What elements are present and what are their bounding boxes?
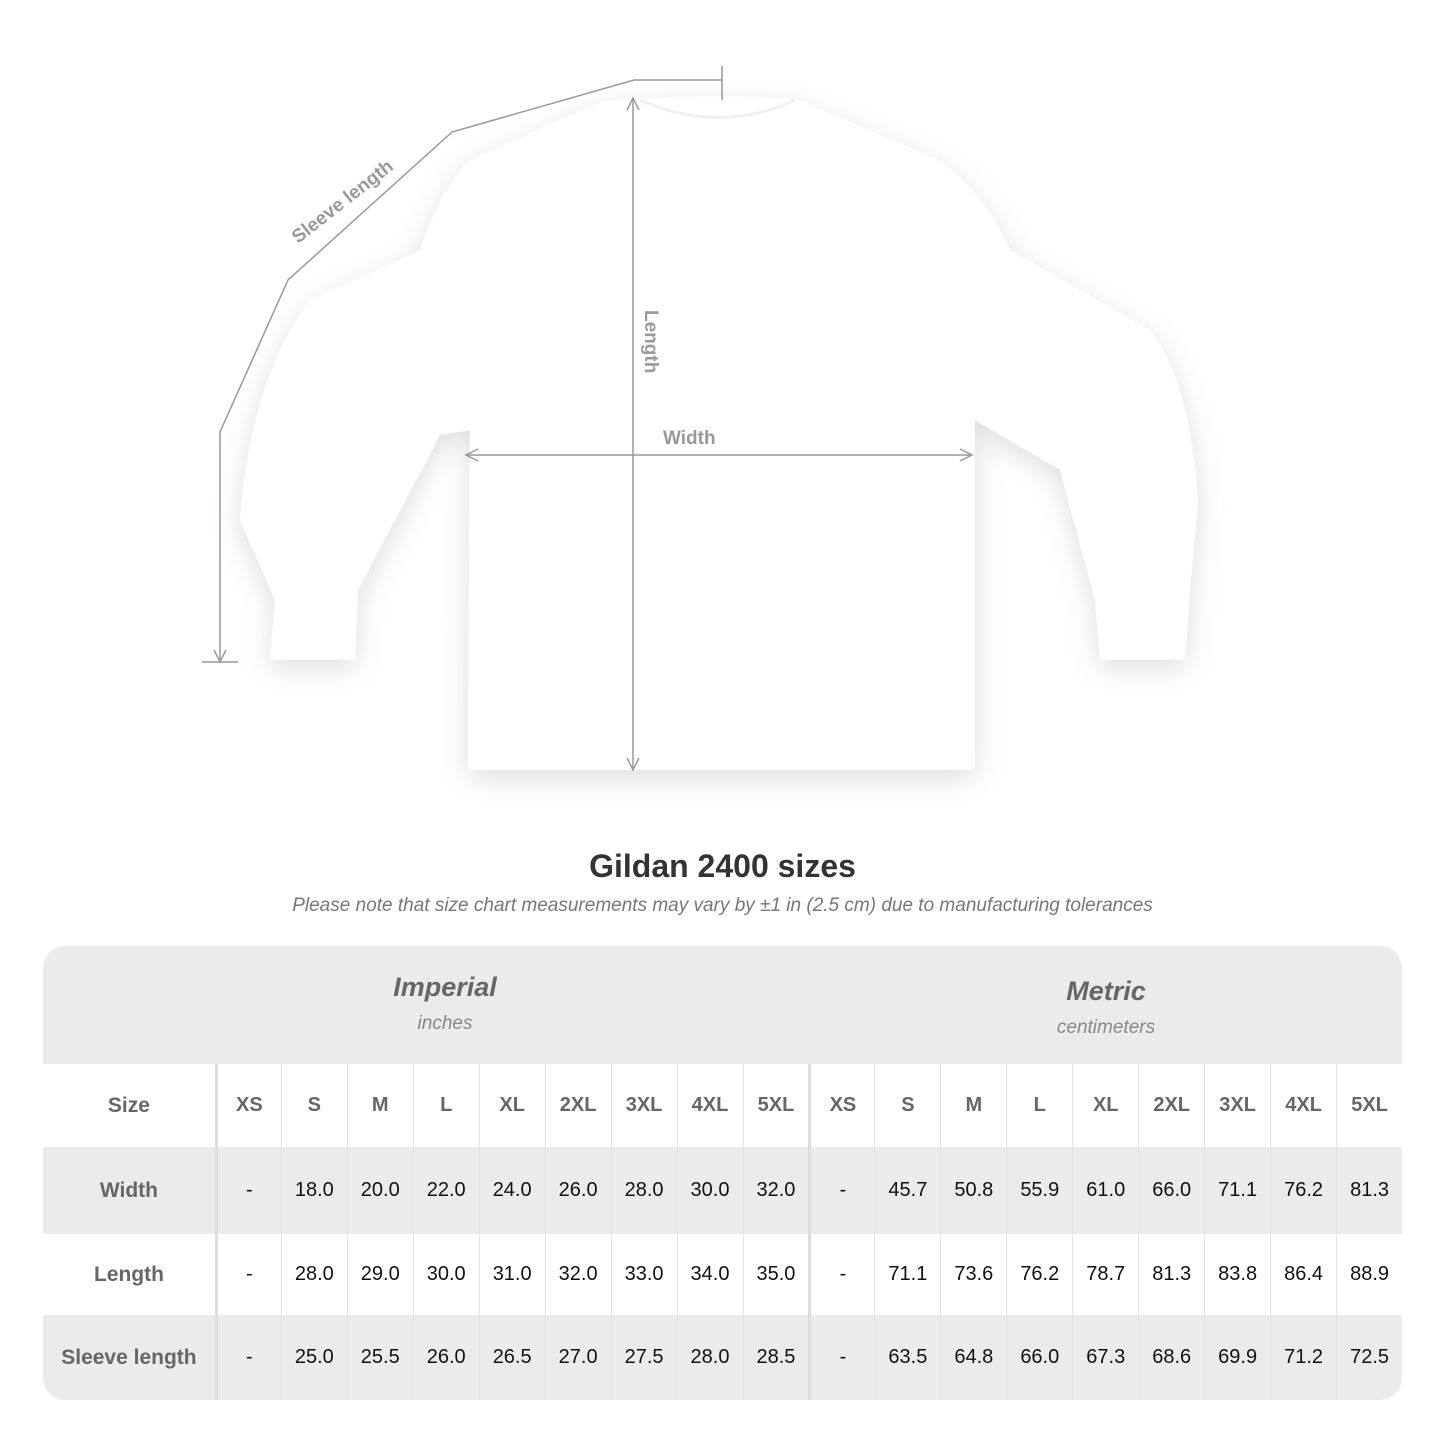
size-table: Imperial inches Metric centimeters Size XS S… [43,946,1402,1400]
page-title: Gildan 2400 sizes [589,848,856,884]
table-row: Length -28.0 29.0 30.0 31.0 32.0 33.0 34.0 35.0-… [43,1234,1402,1315]
metric-value-cell: 67.3 [1072,1315,1138,1400]
metric-value-cell: 76.2 [1006,1234,1072,1315]
size-header-cell: L [1006,1064,1072,1147]
metric-value-cell: 71.1 [1204,1147,1270,1234]
metric-value-cell: 73.6 [940,1234,1006,1315]
size-header-cell: XS [808,1064,874,1147]
shirt-shape [240,96,1198,770]
metric-value-cell: 83.8 [1204,1234,1270,1315]
imperial-value-cell: - [214,1147,281,1234]
metric-value-cell: 76.2 [1270,1147,1336,1234]
imperial-value-cell: 32.0 [742,1147,809,1234]
size-header-cell: M [940,1064,1006,1147]
sleeve-measure-line [219,79,722,662]
size-header-cell: S [874,1064,940,1147]
imperial-value-cell: 18.0 [280,1147,347,1234]
metric-value-cell: 66.0 [1006,1315,1072,1400]
size-header-cell: 3XL [1204,1064,1270,1147]
metric-value-cell: 71.2 [1270,1315,1336,1400]
metric-value-cell: 61.0 [1072,1147,1138,1234]
table-row: Sleeve length -25.0 25.5 26.0 26.5 27.0 27.5 28… [43,1315,1402,1400]
metric-value-cell: 68.6 [1138,1315,1204,1400]
imperial-value-cell: 26.0 [544,1147,611,1234]
width-label: Width [663,428,716,449]
imperial-value-cell: 30.0 [412,1234,479,1315]
imperial-value-cell: 28.5 [742,1315,809,1400]
metric-value-cell: 81.3 [1336,1147,1402,1234]
metric-value-cell: 72.5 [1336,1315,1402,1400]
metric-value-cell: 81.3 [1138,1234,1204,1315]
imperial-value-cell: 27.5 [610,1315,677,1400]
size-header-cell: 3XL [610,1064,677,1147]
imperial-value-cell: 30.0 [676,1147,743,1234]
size-header-cell: 4XL [676,1064,743,1147]
table-row: Width -18.0 20.0 22.0 24.0 26.0 28.0 30.0 32.0-4… [43,1147,1402,1234]
imperial-header: Imperial inches [393,972,497,1034]
size-header-cell: S [280,1064,347,1147]
metric-value-cell: - [808,1147,874,1234]
metric-value-cell: 63.5 [874,1315,940,1400]
imperial-value-cell: 25.5 [346,1315,413,1400]
imperial-value-cell: - [214,1315,281,1400]
imperial-value-cell: 28.0 [676,1315,743,1400]
metric-value-cell: 69.9 [1204,1315,1270,1400]
imperial-value-cell: 28.0 [280,1234,347,1315]
imperial-value-cell: 22.0 [412,1147,479,1234]
imperial-value-cell: 32.0 [544,1234,611,1315]
imperial-value-cell: 24.0 [478,1147,545,1234]
metric-value-cell: - [808,1234,874,1315]
imperial-value-cell: 28.0 [610,1147,677,1234]
size-header-cell: XS [214,1064,281,1147]
metric-value-cell: - [808,1315,874,1400]
size-header-cell: 5XL [1336,1064,1402,1147]
size-header-cell: L [412,1064,479,1147]
size-header-cell: 5XL [742,1064,809,1147]
imperial-value-cell: 26.0 [412,1315,479,1400]
size-header-cell: XL [478,1064,545,1147]
imperial-value-cell: 27.0 [544,1315,611,1400]
metric-value-cell: 55.9 [1006,1147,1072,1234]
imperial-value-cell: 35.0 [742,1234,809,1315]
metric-value-cell: 64.8 [940,1315,1006,1400]
size-header-cell: M [346,1064,413,1147]
metric-value-cell: 66.0 [1138,1147,1204,1234]
metric-value-cell: 86.4 [1270,1234,1336,1315]
length-label: Length [640,310,661,373]
imperial-value-cell: 26.5 [478,1315,545,1400]
metric-header: Metric centimeters [1056,976,1156,1038]
row-label: Length [93,1262,164,1286]
row-label: Size [107,1093,150,1117]
row-label: Width [99,1178,158,1202]
size-header-cell: XL [1072,1064,1138,1147]
size-header-row: Size XS S M L XL 2XL 3XL 4XL 5XL XS S M L XL 2XL 3XL 4XL 5… [43,1064,1402,1147]
shirt-diagram: Sleeve length Length Width [202,66,1198,772]
size-header-cell: 2XL [544,1064,611,1147]
metric-value-cell: 88.9 [1336,1234,1402,1315]
sleeve-label: Sleeve length [288,156,397,248]
imperial-value-cell: 33.0 [610,1234,677,1315]
metric-value-cell: 50.8 [940,1147,1006,1234]
metric-value-cell: 71.1 [874,1234,940,1315]
metric-value-cell: 78.7 [1072,1234,1138,1315]
imperial-value-cell: 20.0 [346,1147,413,1234]
imperial-value-cell: 25.0 [280,1315,347,1400]
tolerance-note: Please note that size chart measurements… [292,895,1153,916]
imperial-value-cell: 31.0 [478,1234,545,1315]
size-header-cell: 4XL [1270,1064,1336,1147]
imperial-value-cell: 29.0 [346,1234,413,1315]
metric-value-cell: 45.7 [874,1147,940,1234]
imperial-value-cell: - [214,1234,281,1315]
row-label: Sleeve length [61,1345,197,1369]
size-header-cell: 2XL [1138,1064,1204,1147]
imperial-value-cell: 34.0 [676,1234,743,1315]
